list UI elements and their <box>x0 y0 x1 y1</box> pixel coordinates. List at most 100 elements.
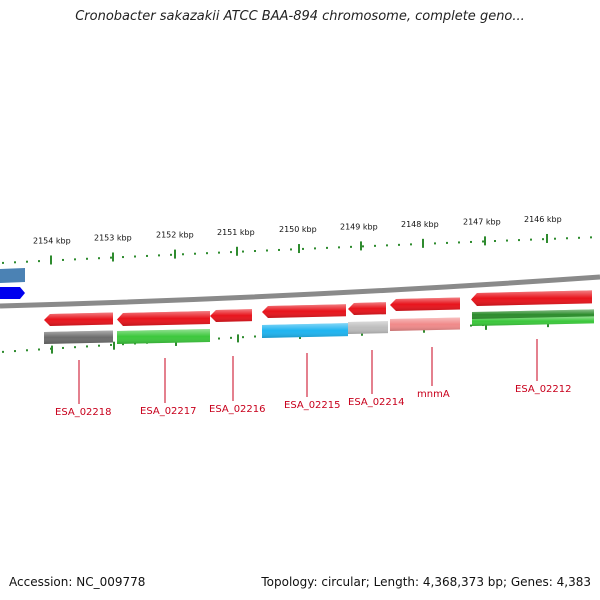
scale-major-tick <box>360 241 362 251</box>
scale-dot <box>266 249 268 252</box>
scale-dot <box>2 350 4 353</box>
gene-label[interactable]: ESA_02216 <box>209 404 266 415</box>
scale-dot <box>14 350 16 353</box>
scale-dot <box>98 344 100 347</box>
scale-label: 2149 kbp <box>340 222 378 231</box>
gene-esa-02215-cds-shading <box>262 323 348 338</box>
scale-dot <box>254 250 256 253</box>
scale-label: 2150 kbp <box>279 225 317 234</box>
scale-dot <box>194 252 196 255</box>
scale-dot <box>218 251 220 254</box>
gene-label[interactable]: ESA_02215 <box>284 400 341 411</box>
scale-major-tick <box>546 233 548 243</box>
scale-dot <box>554 237 556 240</box>
gene-esa-02216-red-shading <box>210 309 252 322</box>
gene-esa-02218-red-shading <box>44 312 113 326</box>
scale-dot <box>302 247 304 250</box>
scale-dot <box>86 345 88 348</box>
scale-label: 2153 kbp <box>94 233 132 242</box>
scale-dot <box>494 240 496 243</box>
scale-major-tick <box>237 334 239 343</box>
scale-dot <box>218 337 220 340</box>
scale-major-tick <box>422 238 424 248</box>
scale-dot <box>518 239 520 242</box>
scale-dot <box>182 253 184 256</box>
partial-gene-blue[interactable] <box>0 287 25 299</box>
scale-major-tick <box>112 252 114 262</box>
scale-dot <box>446 241 448 244</box>
scale-label: 2148 kbp <box>401 220 439 229</box>
gene-esa-02214-cds-shading <box>348 321 388 334</box>
scale-dot <box>578 236 580 239</box>
scale-dot <box>122 343 124 346</box>
scale-dot <box>566 237 568 240</box>
scale-dot <box>314 247 316 250</box>
gene-esa-02217-cds-shading <box>117 329 210 344</box>
scale-dot <box>170 253 172 256</box>
scale-dot <box>62 346 64 349</box>
scale-dot <box>206 252 208 255</box>
scale-dot <box>374 244 376 247</box>
scale-dot <box>470 324 472 327</box>
scale-dot <box>242 250 244 253</box>
scale-dot <box>278 248 280 251</box>
map-title: Cronobacter sakazakii ATCC BAA-894 chrom… <box>75 9 525 24</box>
scale-dot <box>338 246 340 249</box>
gene-esa-02215-red-shading <box>262 304 346 318</box>
scale-dot <box>434 242 436 245</box>
scale-dot <box>590 236 592 239</box>
scale-major-tick <box>174 249 176 259</box>
gene-label[interactable]: ESA_02214 <box>348 397 405 408</box>
scale-dot <box>386 244 388 247</box>
scale-major-tick <box>113 341 115 350</box>
scale-dot <box>230 336 232 339</box>
scale-label: 2154 kbp <box>33 236 71 245</box>
gene-esa-02217-red-shading <box>117 311 210 326</box>
accession-value: NC_009778 <box>76 575 146 589</box>
scale-dot <box>98 257 100 260</box>
scale-dot <box>242 336 244 339</box>
accession-text: Accession: NC_009778 <box>9 575 145 589</box>
scale-dot <box>350 245 352 248</box>
scale-dot <box>482 240 484 243</box>
gene-label[interactable]: mnmA <box>417 389 450 400</box>
scale-label: 2147 kbp <box>463 217 501 226</box>
scale-dot <box>62 258 64 261</box>
gene-esa-02212-cds-light-shading <box>472 316 594 326</box>
gene-esa-02218-cds-shading <box>44 330 113 344</box>
scale-dot <box>38 348 40 351</box>
gene-label[interactable]: ESA_02212 <box>515 384 572 395</box>
scale-dot <box>542 238 544 241</box>
scale-dot <box>26 260 28 263</box>
scale-major-tick <box>485 321 487 330</box>
gene-label[interactable]: ESA_02218 <box>55 407 112 418</box>
scale-dot <box>470 240 472 243</box>
scale-label: 2146 kbp <box>524 215 562 224</box>
scale-dot <box>458 241 460 244</box>
scale-dot <box>134 255 136 258</box>
chromosome-backbone <box>0 274 600 309</box>
scale-dot <box>26 349 28 352</box>
partial-gene-steelblue[interactable] <box>0 268 25 283</box>
scale-dot <box>530 238 532 241</box>
scale-major-tick <box>298 244 300 254</box>
scale-dot <box>158 254 160 257</box>
gene-mnma-red-shading <box>390 297 460 311</box>
accession-label: Accession: <box>9 575 73 589</box>
scale-dot <box>290 248 292 251</box>
scale-label: 2151 kbp <box>217 228 255 237</box>
scale-dot <box>362 245 364 248</box>
scale-dot <box>254 335 256 338</box>
scale-dot <box>74 346 76 349</box>
scale-dot <box>506 239 508 242</box>
gene-mnma-cds-shading <box>390 317 460 331</box>
scale-major-tick <box>50 255 52 265</box>
scale-label: 2152 kbp <box>156 231 194 240</box>
gene-label[interactable]: ESA_02217 <box>140 406 197 417</box>
scale-dot <box>110 256 112 259</box>
scale-dot <box>326 246 328 249</box>
scale-major-tick <box>484 236 486 246</box>
scale-major-tick <box>236 246 238 256</box>
scale-dot <box>2 261 4 264</box>
